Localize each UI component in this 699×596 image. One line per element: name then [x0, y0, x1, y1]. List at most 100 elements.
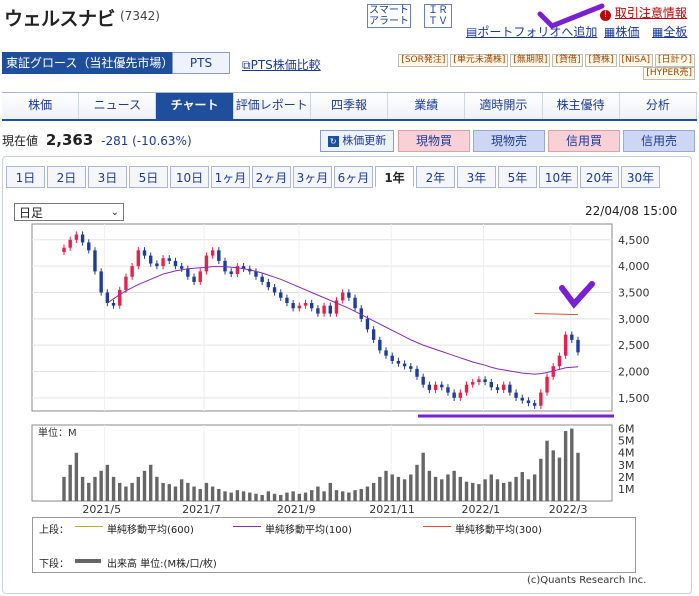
legend-item: 単純移動平均(300) [455, 525, 542, 536]
cash-sell-button[interactable]: 現物売 [473, 130, 545, 152]
badge: [貸株] [585, 54, 617, 67]
irtv-button[interactable]: ＩＲ ＴＶ [424, 4, 452, 28]
chart-datetime: 22/04/08 15:00 [585, 204, 678, 218]
volume-bar [254, 493, 258, 501]
nav-tab[interactable]: 分析 [619, 93, 697, 119]
margin-sell-button[interactable]: 信用売 [623, 130, 695, 152]
period-tab[interactable]: 3ヶ月 [293, 166, 332, 188]
volume-bar [186, 482, 190, 501]
nav-tab[interactable]: 株価 [2, 93, 80, 119]
period-tab[interactable]: 5年 [498, 166, 537, 188]
candle-body [353, 297, 357, 309]
candle-body [229, 271, 233, 275]
stock-code: (7342) [120, 9, 160, 23]
margin-buy-button[interactable]: 信用買 [548, 130, 620, 152]
nav-tab[interactable]: 四季報 [310, 93, 389, 119]
period-tab[interactable]: 6ヶ月 [334, 166, 373, 188]
refresh-button[interactable]: ↻ 株価更新 [320, 130, 394, 152]
nav-tab[interactable]: 適時開示 [465, 93, 543, 119]
chevron-down-icon: ⌄ [110, 207, 119, 218]
nav-tab[interactable]: チャート [156, 93, 234, 119]
volume-bar [118, 482, 122, 501]
badge: [日計り] [654, 54, 695, 67]
volume-bar [80, 476, 85, 501]
volume-bar [402, 479, 407, 501]
pts-compare-link[interactable]: ⧉PTS株価比較 [242, 56, 321, 73]
badge: [貸借] [552, 54, 584, 67]
volume-bar [415, 464, 419, 501]
volume-bar [477, 484, 481, 501]
candle-body [87, 242, 91, 251]
candle-body [452, 392, 456, 398]
candle-body [68, 239, 72, 248]
interval-select[interactable]: 日足 ⌄ [14, 203, 124, 221]
candle-body [347, 292, 351, 298]
period-tab[interactable]: 10日 [170, 166, 209, 188]
period-tab[interactable]: 1年 [375, 166, 414, 188]
current-price: 現在値 2,363 -281 (-10.63%) [2, 131, 192, 149]
y-tick-label: 3,500 [618, 286, 650, 299]
candle-body [501, 384, 506, 390]
volume-bar [427, 470, 432, 501]
period-tab[interactable]: 1ヶ月 [211, 166, 250, 188]
legend-item: 単純移動平均(100) [265, 525, 352, 536]
nav-tab[interactable]: ニュース [79, 93, 157, 119]
stock-price-link-label: 株価 [615, 25, 640, 39]
period-tab[interactable]: 3日 [88, 166, 127, 188]
pts-tab[interactable]: PTS [172, 52, 230, 74]
period-tab[interactable]: 2ヶ月 [252, 166, 291, 188]
candle-body [514, 392, 518, 398]
nav-tab[interactable]: 業績 [388, 93, 466, 119]
volume-bar [130, 482, 134, 501]
volume-bar [576, 452, 580, 501]
full-table-link[interactable]: ▦全板 [652, 23, 687, 40]
window-icon: ⧉ [242, 58, 251, 72]
volume-tick-label: 6M [618, 423, 635, 436]
candle-body [421, 376, 425, 385]
legend-lower-label: 下段： [39, 559, 69, 570]
volume-tick-label: 3M [618, 459, 635, 472]
volume-bar [161, 482, 165, 501]
y-tick-label: 2,000 [618, 365, 650, 378]
candle-body [402, 363, 407, 367]
copyright: (c)Quants Research Inc. [527, 575, 647, 586]
candle-body [396, 360, 401, 364]
candle-body [359, 308, 363, 319]
candle-body [173, 260, 178, 267]
candle-body [557, 355, 562, 367]
nav-tab[interactable]: 株主優待 [542, 93, 620, 119]
candle-body [204, 255, 209, 272]
volume-bar [124, 486, 128, 501]
volume-bar [328, 482, 332, 501]
period-tab[interactable]: 2日 [47, 166, 86, 188]
badge: [HYPER売] [643, 67, 695, 80]
volume-bar [111, 476, 116, 501]
volume-bar [514, 476, 518, 501]
candle-body [161, 258, 165, 267]
smart-alert-line1: スマート [369, 5, 409, 16]
volume-bar [545, 440, 549, 501]
period-tab[interactable]: 20年 [580, 166, 619, 188]
badge: [無期限] [510, 54, 551, 67]
market-label[interactable]: 東証グロース（当社優先市場） [2, 52, 173, 74]
x-tick-label: 2021/7 [182, 503, 221, 516]
candle-body [427, 384, 432, 390]
volume-bar [155, 476, 159, 501]
period-tab[interactable]: 3年 [457, 166, 496, 188]
period-tab[interactable]: 5日 [129, 166, 168, 188]
period-tab[interactable]: 1日 [6, 166, 45, 188]
volume-bar [495, 479, 500, 501]
cash-buy-button[interactable]: 現物買 [398, 130, 470, 152]
volume-bar [440, 479, 444, 501]
volume-bar [378, 476, 382, 501]
badge: [NISA] [618, 54, 653, 67]
warning-link[interactable]: ! 取引注意情報 [600, 4, 687, 21]
portfolio-link[interactable]: ▤ポートフォリオへ追加 [466, 23, 597, 40]
period-tab[interactable]: 30年 [621, 166, 660, 188]
smart-alert-button[interactable]: スマート アラート [367, 4, 411, 28]
nav-tab[interactable]: 評価レポート [233, 93, 311, 119]
stock-price-link[interactable]: ▦株価 [604, 23, 639, 40]
period-tab[interactable]: 2年 [416, 166, 455, 188]
period-tab[interactable]: 10年 [539, 166, 578, 188]
volume-bar [93, 476, 97, 501]
